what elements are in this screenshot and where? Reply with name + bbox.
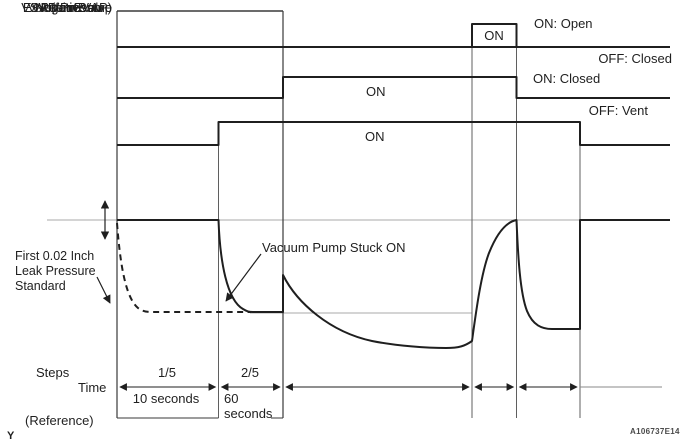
reference-label: (Reference): [25, 413, 94, 428]
time-label: Time: [78, 380, 107, 395]
vsv-waveform-on-pulse: [471, 23, 518, 47]
vent-valve-signal-label: Vent Valve: [50, 0, 112, 15]
vent-valve-waveform: [117, 76, 670, 99]
leak-standard-pointer-arrow: [96, 276, 111, 304]
step1-label: 1/5: [157, 365, 177, 380]
step2-duration-line1: 60: [224, 391, 239, 406]
leak-standard-note-line2: Leak Pressure: [15, 264, 96, 278]
leak-standard-note-line3: Standard: [15, 279, 66, 293]
steps-label: Steps: [36, 365, 70, 380]
leak-standard-note-line1: First 0.02 Inch: [15, 249, 95, 263]
figure-code: A106737E14: [630, 427, 680, 436]
vacuum-pump-on-state-label: ON: [365, 129, 385, 144]
vsv-signal-label: VSV (for EVAP): [21, 0, 112, 15]
vacuum-pump-signal-label: Vacuum Pump: [27, 0, 112, 15]
positive-label: Positive: [40, 0, 86, 15]
vacuum-pump-waveform: [117, 121, 670, 146]
phase-divider-lines: [218, 24, 581, 418]
vsv-on-state-label: ON: [484, 28, 504, 43]
vsv-legend-on: ON: Open: [534, 16, 593, 31]
evap-pressure-trace: [117, 219, 670, 349]
step2-duration: 60 seconds: [224, 391, 272, 421]
stuck-on-pointer-arrow: [225, 253, 262, 302]
vsv-legend-off: OFF: Closed: [598, 51, 672, 66]
step1-duration: 10 seconds: [132, 391, 200, 406]
phase-divider-main: [116, 11, 284, 418]
negative-label: Negative: [34, 0, 86, 15]
vent-legend-on: ON: Closed: [533, 71, 601, 86]
vent-legend-off: OFF: Vent: [588, 103, 648, 118]
corner-mark: Y: [7, 430, 15, 442]
stuck-on-note: Vacuum Pump Stuck ON: [262, 240, 406, 255]
evap-pressure-axis-label: EVAP Pressure: [22, 0, 112, 15]
step2-label: 2/5: [240, 365, 260, 380]
leak-standard-note: First 0.02 Inch Leak Pressure Standard: [15, 249, 96, 294]
reference-pressure-dashed-trace: [116, 222, 251, 313]
step2-duration-line2: seconds: [224, 406, 273, 421]
vent-valve-on-state-label: ON: [366, 84, 386, 99]
